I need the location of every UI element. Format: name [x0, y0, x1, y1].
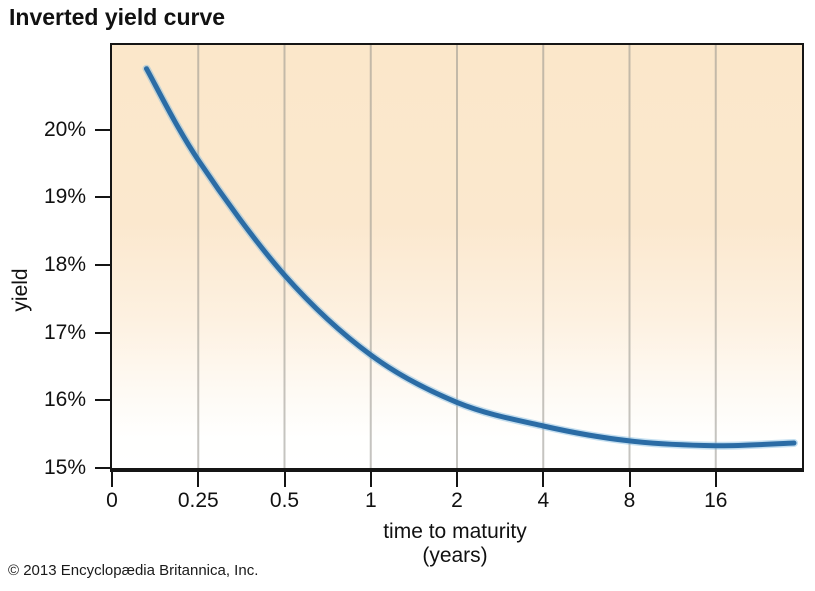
x-axis-unit-label: (years): [422, 544, 488, 567]
x-tick: [111, 472, 113, 487]
y-tick-label: 19%: [43, 185, 86, 209]
y-tick: [95, 399, 110, 402]
x-tick-label: 8: [623, 489, 636, 512]
chart-title: Inverted yield curve: [9, 4, 226, 30]
x-tick-label: 1: [364, 489, 377, 512]
x-tick-label: 0.25: [177, 489, 219, 512]
x-tick-label: 4: [537, 489, 550, 512]
x-tick: [542, 472, 545, 487]
yield-curve-halo: [142, 64, 798, 450]
x-tick: [283, 472, 286, 487]
x-tick-label: 16: [704, 489, 728, 512]
x-tick: [714, 472, 717, 487]
x-tick: [456, 472, 458, 487]
x-axis-label: time to maturity: [383, 520, 527, 543]
y-tick: [95, 331, 110, 334]
y-tick-label: 17%: [43, 320, 86, 344]
copyright-notice: © 2013 Encyclopædia Britannica, Inc.: [8, 562, 259, 579]
x-tick: [197, 472, 200, 487]
x-tick: [628, 472, 631, 487]
x-tick-label: 0: [106, 489, 118, 512]
y-tick: [95, 264, 110, 266]
y-tick-label: 15%: [43, 456, 86, 479]
x-tick: [369, 472, 372, 487]
x-tick-label: 0.5: [269, 489, 300, 512]
y-tick-label: 16%: [43, 388, 86, 412]
yield-curve-svg: [142, 45, 798, 468]
y-tick: [95, 467, 110, 469]
y-tick: [95, 128, 110, 131]
gridlines: [197, 45, 717, 468]
y-axis-label: yield: [9, 268, 32, 312]
y-tick-label: 20%: [43, 117, 86, 141]
y-tick-label: 18%: [43, 253, 86, 276]
y-tick: [95, 196, 110, 199]
plot-area: [110, 43, 804, 472]
yield-curve-line: [144, 66, 797, 449]
x-tick-label: 2: [451, 489, 463, 512]
